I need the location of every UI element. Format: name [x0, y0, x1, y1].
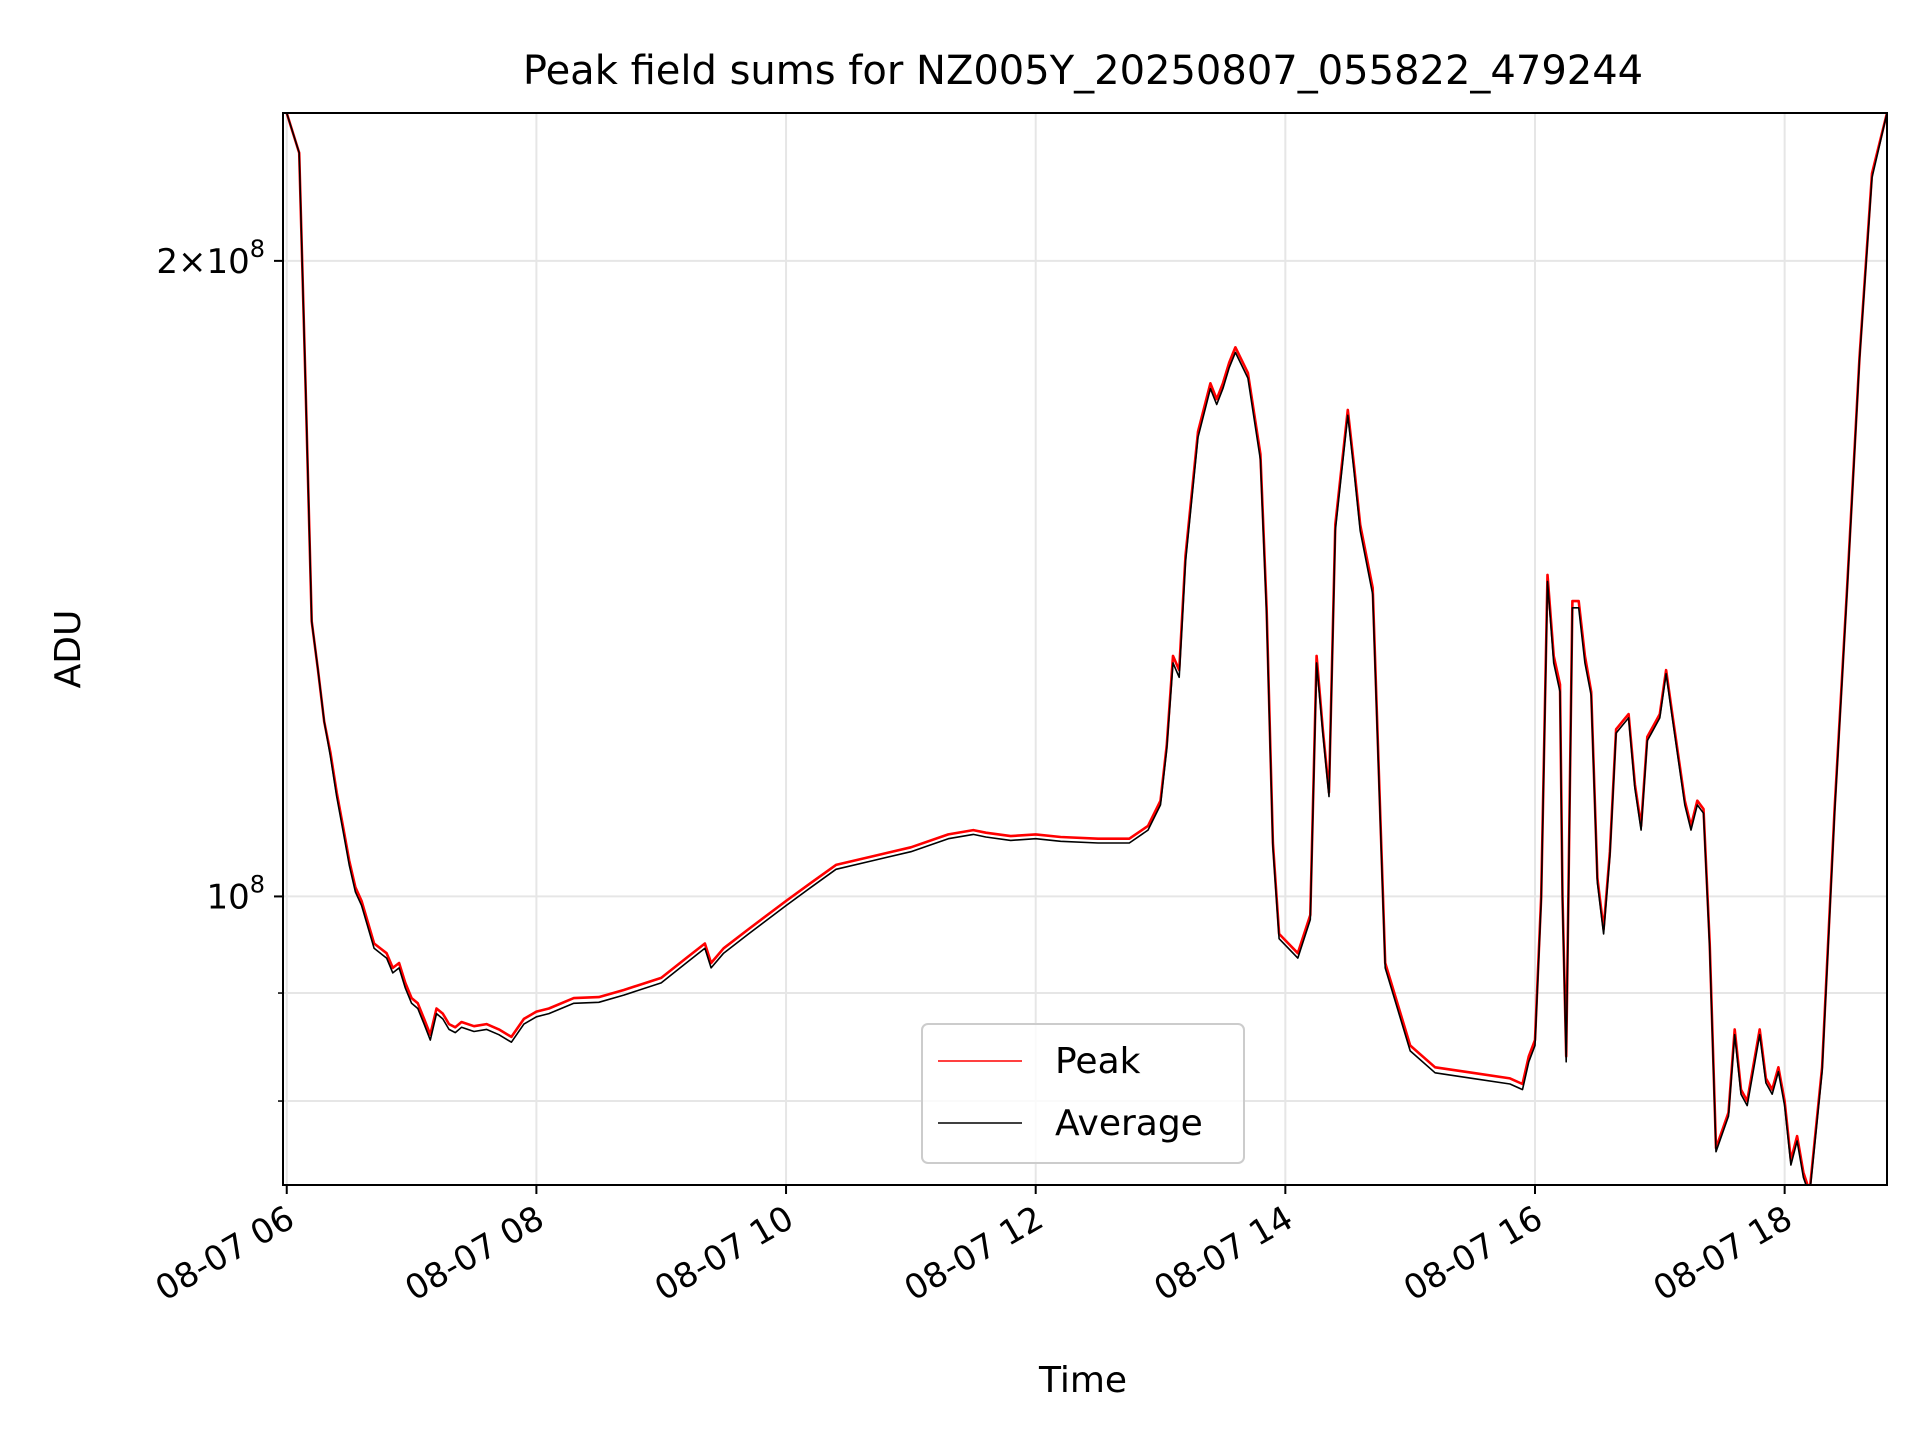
series-lines	[285, 113, 1887, 1185]
y-tick-label: 108	[206, 870, 265, 917]
plot-area-frame	[282, 112, 1888, 1186]
y-axis-label: ADU	[48, 610, 89, 689]
legend-label-peak: Peak	[1055, 1041, 1141, 1082]
peak-series-line	[285, 113, 1887, 1185]
legend: Peak Average	[921, 1023, 1245, 1164]
y-tick-label: 2×108	[156, 235, 265, 282]
average-series-line	[285, 113, 1887, 1185]
chart-title: Peak field sums for NZ005Y_20250807_0558…	[523, 48, 1643, 94]
y-axis: 108 2×108	[156, 235, 283, 1102]
legend-label-average: Average	[1055, 1103, 1203, 1144]
x-axis-label: Time	[1038, 1360, 1127, 1401]
legend-box	[921, 1023, 1245, 1164]
